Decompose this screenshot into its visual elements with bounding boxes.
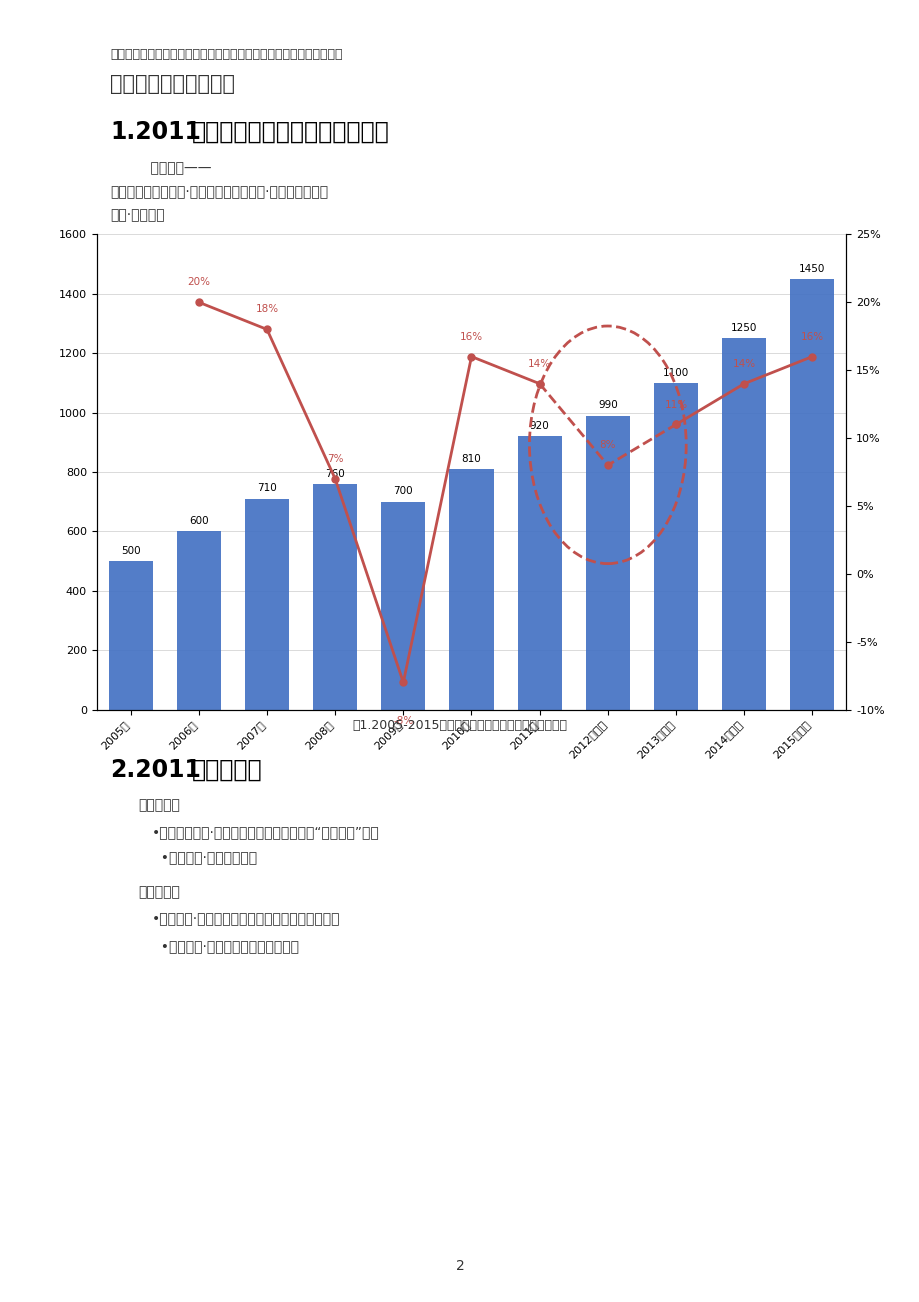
Text: 1450: 1450	[799, 263, 824, 273]
Text: 16%: 16%	[460, 332, 482, 341]
Text: 11%: 11%	[664, 400, 686, 410]
Text: 2.2011: 2.2011	[110, 758, 201, 781]
Text: •出口委黜·内需不振（民营中小企业出口下降大）: •出口委黜·内需不振（民营中小企业出口下降大）	[152, 913, 340, 927]
Bar	[448, 469, 494, 710]
Text: 20%: 20%	[187, 277, 210, 288]
Text: •产能过剂·项目型市场向中西部转移: •产能过剂·项目型市场向中西部转移	[152, 940, 299, 954]
Text: •增幅放缓·行业需求减弱: •增幅放缓·行业需求减弱	[152, 852, 256, 866]
Bar	[585, 415, 630, 710]
Bar	[108, 561, 153, 710]
Text: 600: 600	[188, 516, 209, 526]
Text: 500: 500	[120, 546, 141, 556]
Text: 年中国自动化产品市场总体情况: 年中国自动化产品市场总体情况	[191, 120, 389, 143]
Text: 注：报告中未注明数据来源均来自于工控网；非注明货币单位为人民币: 注：报告中未注明数据来源均来自于工控网；非注明货币单位为人民币	[110, 48, 343, 61]
Text: 16%: 16%	[800, 332, 823, 341]
Bar	[244, 499, 289, 710]
Text: 920: 920	[529, 421, 549, 431]
Bar	[380, 501, 425, 710]
Text: 760: 760	[325, 469, 345, 479]
Text: 2: 2	[455, 1259, 464, 1273]
Text: •政策环境收紧·用户需求减少导致全年呈现“前高后低”趋势: •政策环境收紧·用户需求减少导致全年呈现“前高后低”趋势	[152, 825, 380, 840]
Bar	[653, 383, 698, 710]
Bar	[176, 531, 221, 710]
Text: -8%: -8%	[392, 716, 413, 727]
Bar	[789, 279, 834, 710]
Text: 1100: 1100	[663, 367, 688, 378]
Text: 行业特性：: 行业特性：	[138, 885, 180, 900]
Text: 8%: 8%	[599, 440, 616, 450]
Text: 810: 810	[461, 453, 481, 464]
Text: 第一部分年度行业概况: 第一部分年度行业概况	[110, 74, 235, 94]
Text: 1.2011: 1.2011	[110, 120, 201, 143]
Text: 主要原因：经济过热·銀根紧缩；产能过剂·投资放缓；出口: 主要原因：经济过热·銀根紧缩；产能过剂·投资放缓；出口	[110, 185, 328, 199]
Bar	[312, 484, 357, 710]
Text: 14%: 14%	[528, 359, 550, 368]
Text: 710: 710	[256, 483, 277, 493]
Text: 市场趋势：: 市场趋势：	[138, 798, 180, 812]
Text: 18%: 18%	[255, 305, 278, 315]
Text: 990: 990	[597, 400, 617, 410]
Text: 图1.2005-2015年中国自动化市场规模及预测单位䯿元: 图1.2005-2015年中国自动化市场规模及预测单位䯿元	[352, 719, 567, 732]
Text: 委黜·内需乏力: 委黜·内需乏力	[110, 208, 165, 223]
Text: 7%: 7%	[326, 454, 343, 464]
Text: 1250: 1250	[731, 323, 756, 333]
Text: 趋势趋缓——: 趋势趋缓——	[133, 161, 211, 176]
Bar	[721, 339, 766, 710]
Text: 年市场特点: 年市场特点	[191, 758, 262, 781]
Bar	[517, 436, 562, 710]
Text: 14%: 14%	[732, 359, 754, 368]
Text: 700: 700	[393, 487, 413, 496]
